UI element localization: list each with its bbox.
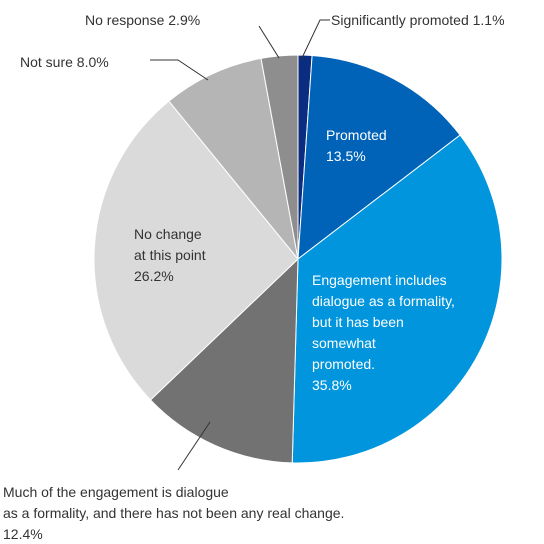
label-engagement-line-6: 35.8% <box>312 377 352 393</box>
leader-no-response <box>258 25 280 59</box>
label-much-line-3: 12.4% <box>3 526 43 542</box>
pie-slice-6 <box>168 57 299 260</box>
label-engagement-line-2: dialogue as a formality, <box>312 293 455 309</box>
label-no-change: No change at this point 26.2% <box>134 226 210 284</box>
label-not-sure: Not sure 8.0% <box>20 54 109 70</box>
pie-slice-3 <box>291 134 503 464</box>
pie-slice-5 <box>93 100 299 401</box>
label-no-response: No response 2.9% <box>85 12 200 28</box>
label-engagement: Engagement includes dialogue as a formal… <box>312 272 459 393</box>
label-engagement-line-5: promoted. <box>312 356 375 372</box>
label-much-line-1: Much of the engagement is dialogue <box>3 484 229 500</box>
label-much-line-2: as a formality, and there has not been a… <box>3 505 344 521</box>
leader-lines <box>150 19 330 471</box>
leader-much <box>177 421 211 471</box>
label-engagement-line-3: but it has been <box>312 314 404 330</box>
label-no-change-line-2: at this point <box>134 247 206 263</box>
label-no-change-line-3: 26.2% <box>134 268 174 284</box>
label-engagement-line-4: somewhat <box>312 335 376 351</box>
leader-significantly-promoted <box>300 19 330 61</box>
label-promoted: Promoted 13.5% <box>326 127 391 164</box>
label-no-change-line-1: No change <box>134 226 202 242</box>
pie-slice-2 <box>297 54 461 261</box>
label-promoted-line-2: 13.5% <box>326 148 366 164</box>
pie-slice-4 <box>149 257 299 464</box>
label-significantly-promoted: Significantly promoted 1.1% <box>331 12 505 28</box>
pie-slices <box>93 54 503 464</box>
label-promoted-line-1: Promoted <box>326 127 387 143</box>
label-engagement-line-1: Engagement includes <box>312 272 447 288</box>
label-much: Much of the engagement is dialogue as a … <box>3 484 348 542</box>
leader-not-sure <box>150 59 209 81</box>
pie-slice-7 <box>260 54 299 260</box>
